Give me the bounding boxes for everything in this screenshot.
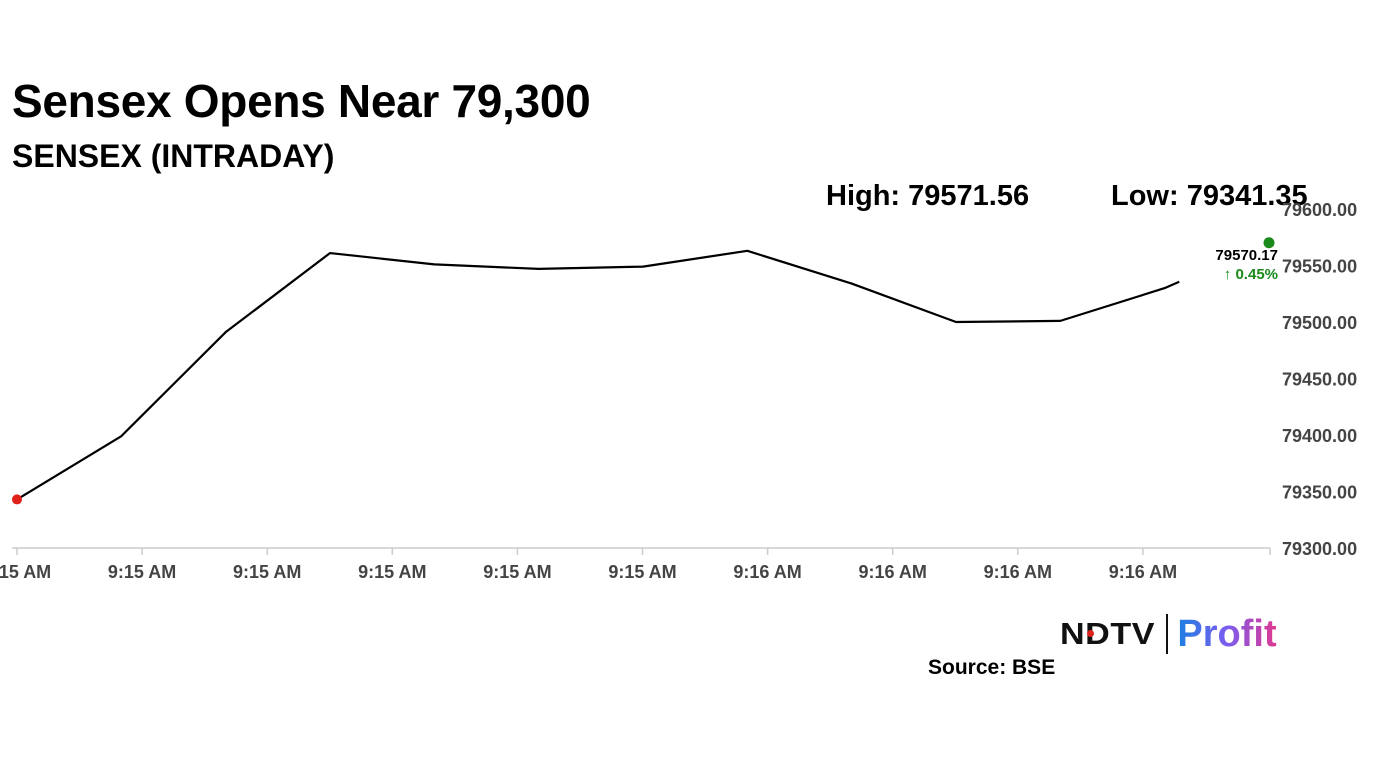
- x-tick-label: 9:16 AM: [733, 562, 801, 582]
- x-tick-label: 9:15 AM: [0, 562, 51, 582]
- logo-dot-icon: [1087, 630, 1094, 637]
- chart-subtitle: SENSEX (INTRADAY): [12, 138, 335, 174]
- price-line: [16, 249, 1180, 501]
- y-tick-label: 79500.00: [1282, 313, 1357, 333]
- y-tick-label: 79550.00: [1282, 257, 1357, 277]
- x-tick-label: 9:15 AM: [358, 562, 426, 582]
- x-axis-ticks: 9:15 AM 9:15 AM 9:15 AM 9:15 AM 9:15 AM 9:15 …: [0, 548, 1271, 582]
- x-tick-label: 9:16 AM: [1109, 562, 1177, 582]
- source-note: Source: BSE: [928, 656, 1056, 679]
- last-value-callout: 79570.17 ↑ 0.45%: [1190, 246, 1278, 284]
- last-value: 79570.17: [1215, 247, 1278, 264]
- y-tick-label: 79450.00: [1282, 370, 1357, 390]
- x-tick-label: 9:15 AM: [233, 562, 301, 582]
- last-point-marker: [1263, 237, 1275, 249]
- change-percent: ↑ 0.45%: [1223, 266, 1278, 283]
- x-tick-label: 9:15 AM: [108, 562, 176, 582]
- page-title: Sensex Opens Near 79,300: [12, 75, 591, 127]
- y-axis-ticks: 79300.00 79350.00 79400.00 79450.00 79500.00…: [1282, 200, 1357, 559]
- y-tick-label: 79600.00: [1282, 200, 1357, 220]
- x-tick-label: 9:15 AM: [608, 562, 676, 582]
- logo-ndtv-text: NDTV: [1060, 616, 1156, 651]
- logo-separator: [1166, 614, 1169, 654]
- x-tick-label: 9:15 AM: [483, 562, 551, 582]
- ndtv-profit-logo: NDTV Profit: [1060, 614, 1277, 654]
- logo-profit-text: Profit: [1177, 613, 1277, 655]
- low-value-label: Low: 79341.35: [1111, 180, 1308, 212]
- series-group: [12, 237, 1275, 505]
- y-tick-label: 79300.00: [1282, 539, 1357, 559]
- y-tick-label: 79400.00: [1282, 426, 1357, 446]
- x-tick-label: 9:16 AM: [859, 562, 927, 582]
- high-value-label: High: 79571.56: [826, 180, 1030, 212]
- x-tick-label: 9:16 AM: [984, 562, 1052, 582]
- y-tick-label: 79350.00: [1282, 483, 1357, 503]
- open-point-marker: [12, 494, 22, 505]
